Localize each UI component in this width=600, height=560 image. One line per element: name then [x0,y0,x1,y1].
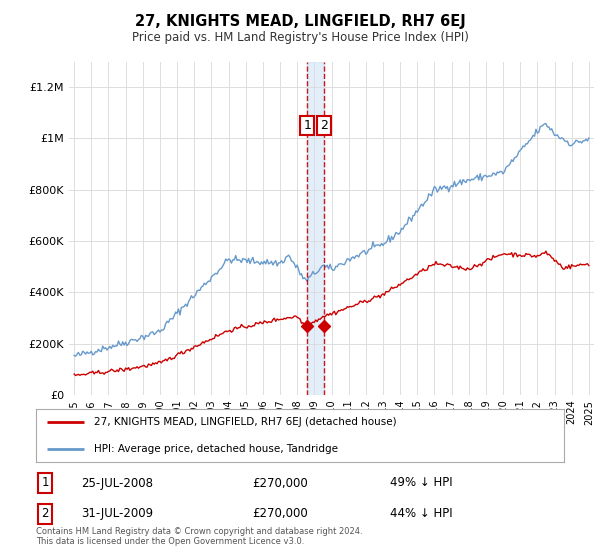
Text: £270,000: £270,000 [252,477,308,489]
Text: 2: 2 [41,507,49,520]
Text: Price paid vs. HM Land Registry's House Price Index (HPI): Price paid vs. HM Land Registry's House … [131,31,469,44]
Text: Contains HM Land Registry data © Crown copyright and database right 2024.
This d: Contains HM Land Registry data © Crown c… [36,526,362,546]
Text: £270,000: £270,000 [252,507,308,520]
Bar [307,62,325,395]
Text: 1: 1 [303,119,311,132]
Text: 49% ↓ HPI: 49% ↓ HPI [390,477,452,489]
Text: 44% ↓ HPI: 44% ↓ HPI [390,507,452,520]
Text: 27, KNIGHTS MEAD, LINGFIELD, RH7 6EJ (detached house): 27, KNIGHTS MEAD, LINGFIELD, RH7 6EJ (de… [94,417,397,427]
Text: 25-JUL-2008: 25-JUL-2008 [81,477,153,489]
Text: 31-JUL-2009: 31-JUL-2009 [81,507,153,520]
Text: HPI: Average price, detached house, Tandridge: HPI: Average price, detached house, Tand… [94,444,338,454]
Text: 1: 1 [41,477,49,489]
Text: 2: 2 [320,119,328,132]
Text: 27, KNIGHTS MEAD, LINGFIELD, RH7 6EJ: 27, KNIGHTS MEAD, LINGFIELD, RH7 6EJ [134,14,466,29]
